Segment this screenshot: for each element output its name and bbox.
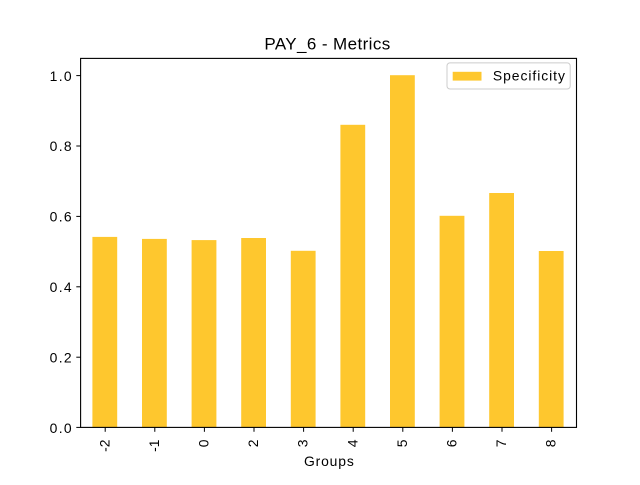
svg-text:4: 4 xyxy=(344,439,360,447)
svg-text:0.6: 0.6 xyxy=(50,209,73,225)
svg-text:0: 0 xyxy=(196,439,212,447)
svg-text:Specificity: Specificity xyxy=(493,68,566,84)
svg-text:5: 5 xyxy=(394,439,410,447)
svg-text:0.8: 0.8 xyxy=(50,138,73,154)
svg-text:2: 2 xyxy=(245,439,261,447)
svg-text:1.0: 1.0 xyxy=(50,68,73,84)
svg-text:0.0: 0.0 xyxy=(50,420,73,436)
svg-text:8: 8 xyxy=(543,439,559,447)
svg-text:7: 7 xyxy=(493,439,509,447)
svg-text:-2: -2 xyxy=(96,439,112,452)
svg-text:3: 3 xyxy=(295,439,311,447)
svg-text:6: 6 xyxy=(444,439,460,447)
svg-text:-1: -1 xyxy=(146,439,162,452)
svg-text:PAY_6 - Metrics: PAY_6 - Metrics xyxy=(264,35,390,54)
svg-text:Groups: Groups xyxy=(304,453,355,469)
svg-text:0.4: 0.4 xyxy=(50,279,73,295)
svg-text:0.2: 0.2 xyxy=(50,349,73,365)
